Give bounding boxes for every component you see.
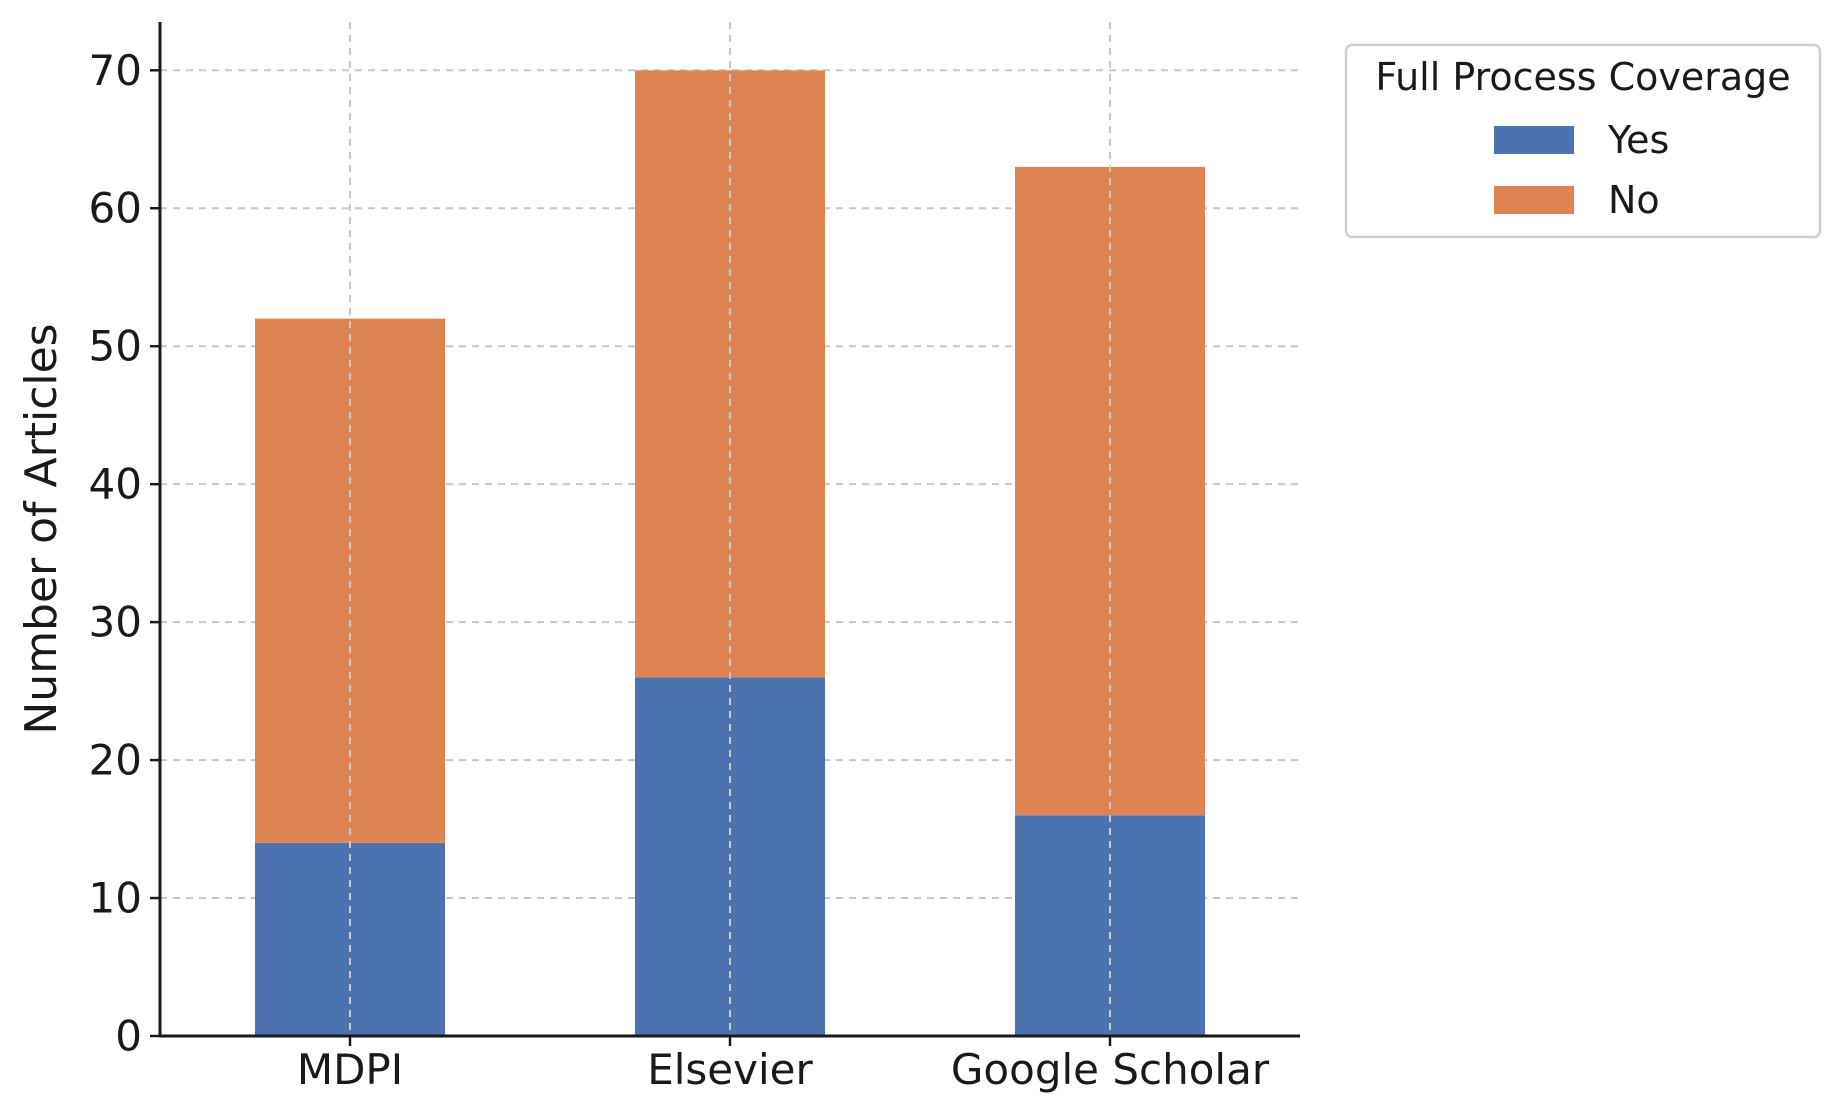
x-tick-label: Elsevier: [647, 1045, 813, 1094]
legend-label-no: No: [1608, 178, 1660, 222]
legend: Full Process Coverage Yes No: [1344, 43, 1822, 239]
bars: [255, 70, 1205, 1036]
x-tick-label: Google Scholar: [951, 1045, 1270, 1094]
y-tick-label: 30: [89, 598, 142, 647]
vertical-grid: [349, 22, 1111, 1036]
y-tick-label: 70: [89, 46, 142, 95]
legend-swatch-yes: [1494, 126, 1574, 154]
y-ticks: 0 10 20 30 40 50 60 70: [89, 46, 160, 1061]
y-axis-title: Number of Articles: [16, 323, 67, 734]
y-tick-label: 50: [89, 322, 142, 371]
x-tick-label: MDPI: [297, 1045, 403, 1094]
x-ticks: MDPI Elsevier Google Scholar: [297, 1036, 1270, 1094]
y-tick-label: 60: [89, 184, 142, 233]
legend-swatch-no: [1494, 186, 1574, 214]
legend-title: Full Process Coverage: [1375, 55, 1790, 99]
legend-frame: [1344, 43, 1822, 239]
y-tick-label: 20: [89, 736, 142, 785]
y-tick-label: 0: [115, 1012, 142, 1061]
y-tick-label: 10: [89, 874, 142, 923]
legend-label-yes: Yes: [1607, 118, 1669, 162]
legend-entries: Yes No: [1494, 118, 1669, 222]
y-tick-label: 40: [89, 460, 142, 509]
